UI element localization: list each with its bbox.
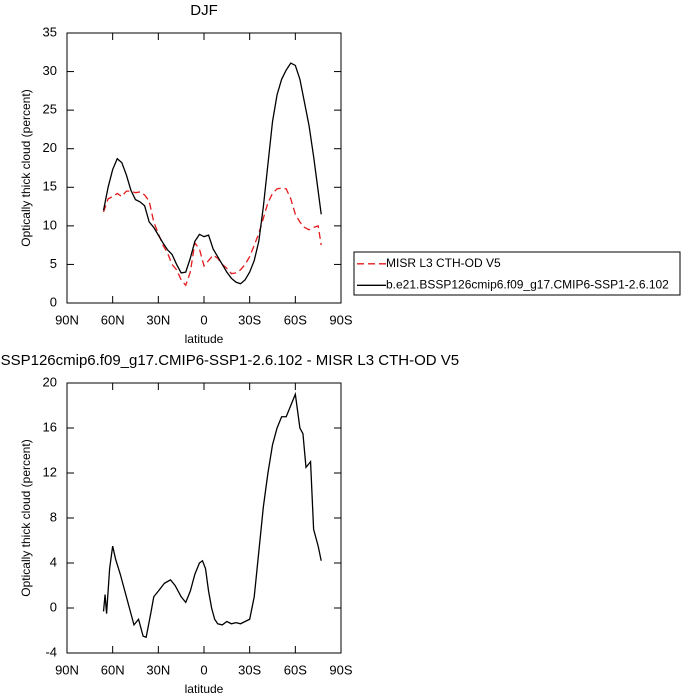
y-tick-label: 20: [43, 374, 57, 389]
x-tick-label: 0: [200, 662, 207, 677]
y-tick-label: 16: [43, 419, 57, 434]
data-line: [102, 187, 322, 287]
x-tick-label: 30S: [238, 662, 261, 677]
chart-title: DJF: [190, 2, 218, 19]
x-tick-label: 90S: [329, 662, 352, 677]
x-tick-label: 90N: [55, 662, 79, 677]
data-line: [102, 62, 322, 285]
x-tick-label: 30N: [146, 312, 170, 327]
x-tick-label: 30S: [238, 312, 261, 327]
y-tick-label: 4: [50, 554, 57, 569]
y-axis-label: Optically thick cloud (percent): [19, 89, 33, 246]
legend-frame: [353, 251, 681, 296]
x-tick-label: 60S: [284, 662, 307, 677]
x-tick-label: 0: [200, 312, 207, 327]
data-line: [102, 391, 322, 639]
y-tick-label: 30: [43, 63, 57, 78]
legend-label: MISR L3 CTH-OD V5: [386, 256, 501, 270]
legend-label: b.e21.BSSP126cmip6.f09_g17.CMIP6-SSP1-2.…: [386, 277, 669, 291]
x-tick-label: 30N: [146, 662, 170, 677]
x-tick-label: 60S: [284, 312, 307, 327]
x-tick-label: 90N: [55, 312, 79, 327]
y-tick-label: 12: [43, 464, 57, 479]
y-tick-label: 25: [43, 102, 57, 117]
x-axis-label: latitude: [185, 332, 224, 346]
x-axis-label: latitude: [185, 682, 224, 696]
y-tick-label: 0: [50, 294, 57, 309]
y-tick-label: 35: [43, 24, 57, 39]
y-tick-label: 8: [50, 509, 57, 524]
y-axis-label: Optically thick cloud (percent): [19, 439, 33, 596]
x-tick-label: 60N: [101, 312, 125, 327]
y-tick-label: 10: [43, 217, 57, 232]
x-tick-label: 60N: [101, 662, 125, 677]
chart-title: b.e21.BSSP126cmip6.f09_g17.CMIP6-SSP1-2.…: [0, 352, 459, 369]
y-tick-label: 5: [50, 256, 57, 271]
y-tick-label: 15: [43, 179, 57, 194]
y-tick-label: -4: [45, 644, 57, 659]
plot-frame: [66, 32, 342, 304]
y-tick-label: 0: [50, 599, 57, 614]
x-tick-label: 90S: [329, 312, 352, 327]
y-tick-label: 20: [43, 140, 57, 155]
